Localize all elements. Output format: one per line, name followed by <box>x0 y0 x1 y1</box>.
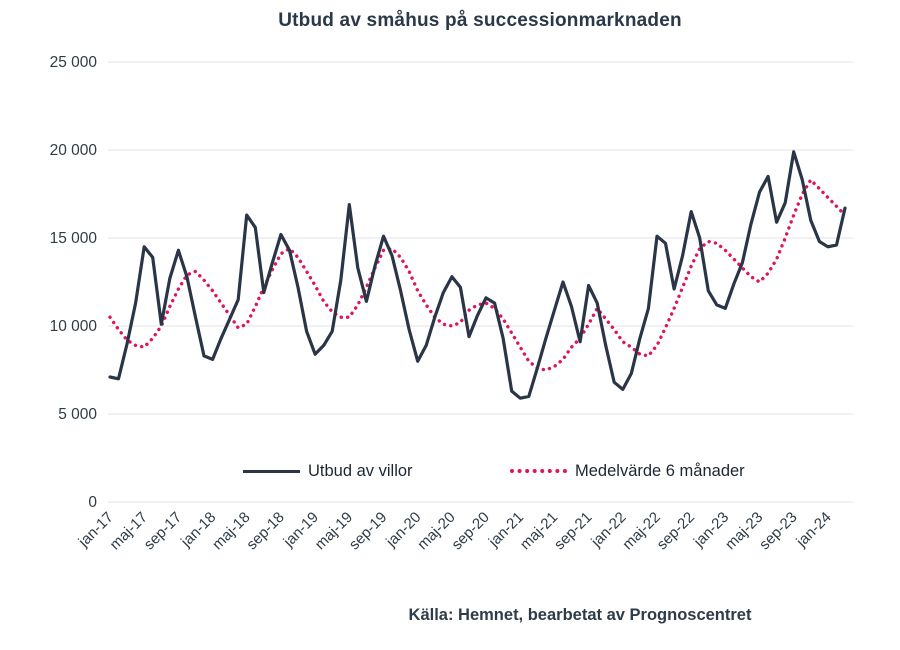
y-axis-label: 10 000 <box>50 318 98 335</box>
x-axis-label: sep-23 <box>756 509 800 553</box>
x-axis-label: sep-18 <box>243 509 287 553</box>
x-axis-label: maj-21 <box>517 509 561 553</box>
source-caption: Källa: Hemnet, bearbetat av Prognoscentr… <box>408 606 752 624</box>
legend-dotted-line-swatch <box>510 469 567 473</box>
x-axis-label: jan-24 <box>793 509 835 551</box>
legend: Utbud av villor Medelvärde 6 månader <box>0 458 900 484</box>
legend-label-medelvarde: Medelvärde 6 månader <box>575 461 745 480</box>
x-axis-label: maj-17 <box>107 509 151 553</box>
legend-item-medelvarde: Medelvärde 6 månader <box>510 458 745 484</box>
x-axis-label: sep-19 <box>346 509 390 553</box>
x-axis-label: sep-20 <box>448 509 492 553</box>
x-axis-label: sep-17 <box>141 509 185 553</box>
x-axis-label: sep-21 <box>551 509 595 553</box>
x-axis-label: maj-22 <box>619 509 663 553</box>
y-axis-label: 15 000 <box>50 230 98 247</box>
x-axis-label: sep-22 <box>654 509 698 553</box>
x-axis-label: maj-23 <box>722 509 766 553</box>
x-axis-label: maj-20 <box>414 509 458 553</box>
chart-title: Utbud av småhus på successionmarknaden <box>278 10 682 31</box>
series-utbud-av-villor-line <box>108 150 847 400</box>
y-axis-label: 5 000 <box>58 406 97 423</box>
y-axis-label: 25 000 <box>50 54 98 71</box>
legend-item-utbud-av-villor: Utbud av villor <box>243 458 413 484</box>
legend-solid-line-swatch <box>243 469 300 473</box>
y-axis-label: 20 000 <box>50 142 98 159</box>
legend-label-utbud-av-villor: Utbud av villor <box>308 461 413 480</box>
x-axis-label: maj-18 <box>209 509 253 553</box>
y-axis-label: 0 <box>88 494 97 511</box>
x-axis-label: maj-19 <box>312 509 356 553</box>
